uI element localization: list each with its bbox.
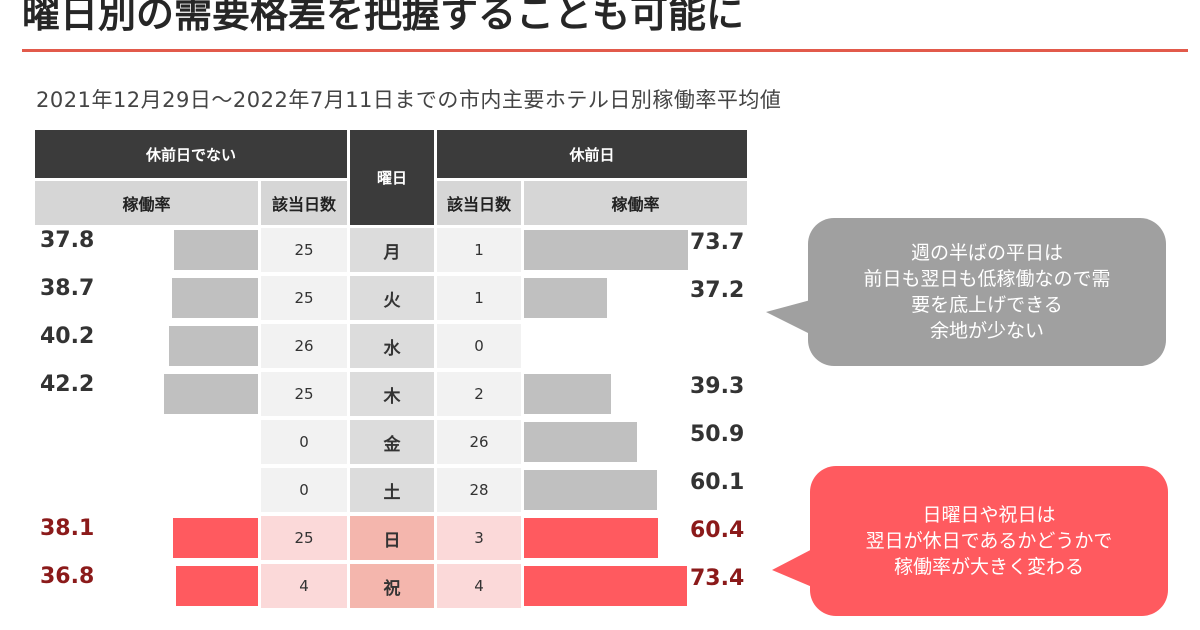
right-days-cell: 1	[437, 276, 521, 320]
page-title: 曜日別の需要格差を把握することも可能に	[22, 0, 745, 36]
callout-weekday-line: 週の半ばの平日は	[910, 242, 1063, 264]
callout-holiday-line: 稼働率が大きく変わる	[893, 556, 1084, 578]
day-label: 月	[350, 228, 434, 272]
right-rate-bar	[524, 374, 611, 414]
left-days-cell: 26	[261, 324, 347, 368]
left-rate-value: 38.1	[40, 516, 95, 541]
header-holiday-eve: 休前日	[437, 130, 747, 178]
right-rate-bar	[524, 278, 607, 318]
right-days-cell: 26	[437, 420, 521, 464]
day-label: 日	[350, 516, 434, 560]
header-right-days: 該当日数	[437, 181, 521, 225]
left-rate-bar	[169, 326, 258, 366]
left-days-cell: 25	[261, 372, 347, 416]
right-days-cell: 2	[437, 372, 521, 416]
header-day: 曜日	[350, 130, 434, 225]
chart-subtitle: 2021年12月29日〜2022年7月11日までの市内主要ホテル日別稼働率平均値	[36, 88, 782, 112]
left-rate-value: 42.2	[40, 372, 95, 397]
right-days-cell: 28	[437, 468, 521, 512]
callout-weekday: 週の半ばの平日は 前日も翌日も低稼働なので需 要を底上げできる 余地が少ない	[808, 218, 1166, 366]
left-rate-bar	[176, 566, 258, 606]
day-label: 木	[350, 372, 434, 416]
right-rate-value: 60.4	[690, 518, 745, 543]
callout-holiday-line: 日曜日や祝日は	[922, 504, 1056, 526]
left-days-cell: 25	[261, 228, 347, 272]
title-underline	[22, 49, 1188, 52]
right-rate-bar	[524, 470, 657, 510]
left-days-cell: 25	[261, 276, 347, 320]
callout-weekday-line: 前日も翌日も低稼働なので需	[863, 268, 1111, 290]
callout-weekday-line: 要を底上げできる	[911, 294, 1063, 316]
callout-holiday-line: 翌日が休日であるかどうかで	[865, 530, 1113, 552]
right-rate-value: 37.2	[690, 278, 745, 303]
right-rate-value: 73.7	[690, 230, 745, 255]
left-rate-value: 38.7	[40, 276, 95, 301]
day-label: 水	[350, 324, 434, 368]
left-rate-bar	[164, 374, 258, 414]
right-rate-bar	[524, 566, 687, 606]
left-rate-value: 37.8	[40, 228, 95, 253]
day-label: 祝	[350, 564, 434, 608]
header-left-rate: 稼働率	[35, 181, 258, 225]
right-rate-bar	[524, 230, 688, 270]
header-not-holiday-eve: 休前日でない	[35, 130, 347, 178]
left-days-cell: 0	[261, 420, 347, 464]
callout-weekday-line: 余地が少ない	[929, 320, 1044, 342]
left-rate-bar	[174, 230, 258, 270]
right-days-cell: 1	[437, 228, 521, 272]
header-left-days: 該当日数	[261, 181, 347, 225]
right-rate-value: 60.1	[690, 470, 745, 495]
right-rate-value: 50.9	[690, 422, 745, 447]
left-rate-bar	[173, 518, 258, 558]
right-rate-value: 73.4	[690, 566, 745, 591]
right-days-cell: 3	[437, 516, 521, 560]
day-label: 金	[350, 420, 434, 464]
left-days-cell: 25	[261, 516, 347, 560]
right-days-cell: 0	[437, 324, 521, 368]
left-rate-bar	[172, 278, 258, 318]
left-rate-value: 40.2	[40, 324, 95, 349]
day-label: 土	[350, 468, 434, 512]
right-rate-value: 39.3	[690, 374, 745, 399]
day-label: 火	[350, 276, 434, 320]
right-rate-bar	[524, 422, 637, 462]
left-days-cell: 0	[261, 468, 347, 512]
left-rate-value: 36.8	[40, 564, 95, 589]
callout-holiday: 日曜日や祝日は 翌日が休日であるかどうかで 稼働率が大きく変わる	[810, 466, 1168, 616]
header-right-rate: 稼働率	[524, 181, 747, 225]
right-days-cell: 4	[437, 564, 521, 608]
left-days-cell: 4	[261, 564, 347, 608]
right-rate-bar	[524, 518, 658, 558]
